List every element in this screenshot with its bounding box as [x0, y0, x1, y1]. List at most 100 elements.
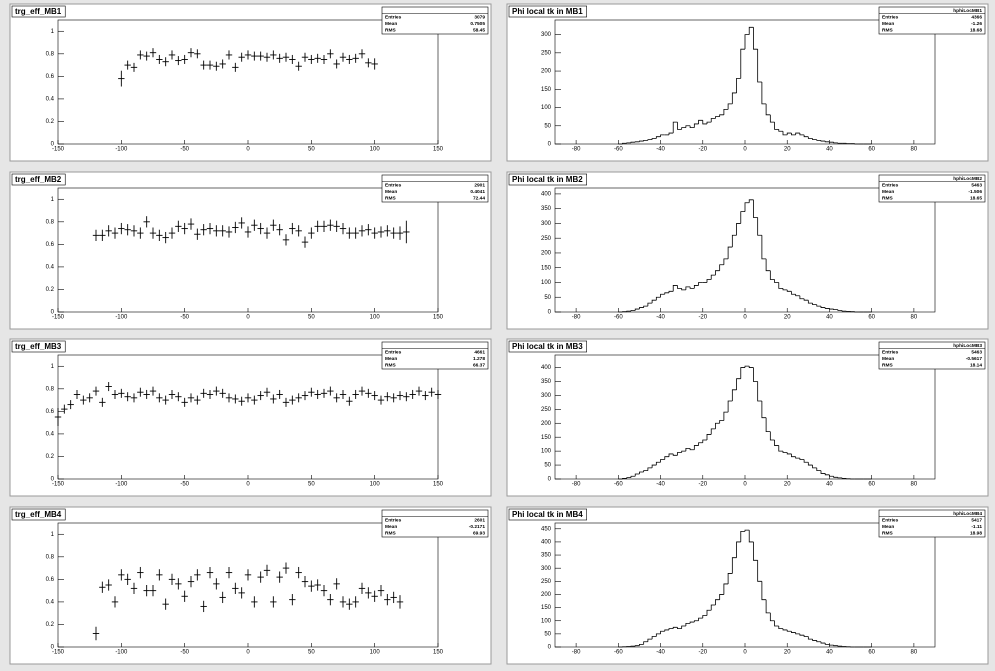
x-tick-label: 40 — [826, 315, 833, 321]
y-tick-label: 1 — [51, 364, 55, 370]
histogram-bin — [651, 299, 657, 304]
histogram-bin — [736, 541, 741, 558]
histogram-bin — [829, 308, 834, 310]
histogram-bin — [748, 26, 754, 35]
histogram-bin — [778, 625, 783, 630]
x-tick-label: 40 — [826, 650, 833, 656]
x-tick-label: -50 — [180, 147, 189, 153]
histogram-bin — [753, 199, 758, 218]
histogram-bin — [820, 306, 826, 308]
histogram-bin — [753, 541, 758, 561]
stats-box — [381, 341, 489, 370]
plot-frame — [57, 522, 439, 648]
x-tick-label: 0 — [246, 315, 250, 321]
y-tick-label: 0.4 — [46, 96, 55, 102]
chart-title: trg_eff_MB3 — [15, 342, 62, 351]
y-tick-label: 0 — [51, 477, 55, 483]
histogram-bin — [803, 635, 809, 637]
x-tick-label: -20 — [698, 147, 707, 153]
stats-label: Mean — [882, 21, 894, 27]
title-box — [508, 340, 587, 353]
stats-value: 72.44 — [473, 196, 485, 202]
histogram-bin — [698, 442, 703, 446]
stats-value: -1.26 — [971, 21, 982, 27]
histogram-bin — [786, 132, 792, 135]
histogram-bin — [702, 615, 707, 619]
histogram-bin — [757, 49, 762, 83]
histogram-bin — [715, 422, 720, 429]
histogram-bin — [639, 471, 644, 474]
histogram-bin — [647, 467, 653, 471]
histogram-bin — [736, 77, 741, 93]
histogram-bin — [681, 127, 686, 130]
histogram-bin — [740, 531, 745, 542]
histogram-bin — [634, 645, 640, 647]
histogram-bin — [622, 478, 627, 479]
chart-title: Phi local tk in MB3 — [512, 342, 583, 351]
histogram-bin — [765, 599, 771, 614]
histogram-bin — [723, 411, 729, 421]
x-tick-label: 50 — [308, 147, 315, 153]
histogram-bin — [668, 290, 674, 293]
plot-frame — [57, 187, 439, 313]
x-tick-label: -40 — [656, 315, 665, 321]
y-tick-label: 0.6 — [46, 409, 55, 415]
stats-label: RMS — [385, 28, 396, 34]
histogram-bin — [706, 279, 712, 283]
y-tick-label: 250 — [541, 236, 552, 242]
stats-label: Mean — [385, 189, 397, 195]
histogram-bin — [833, 645, 838, 647]
histogram-bin — [748, 366, 754, 368]
stats-value: 66.37 — [473, 363, 485, 369]
histogram-bin — [672, 285, 678, 292]
histogram-bin — [765, 103, 771, 116]
y-tick-label: 0 — [51, 142, 55, 148]
histogram-bin — [786, 629, 792, 632]
histogram-bin — [664, 456, 669, 460]
histogram-bin — [795, 632, 800, 635]
y-tick-label: 0.2 — [46, 287, 55, 293]
y-tick-label: 0.8 — [46, 219, 55, 225]
histogram-bin — [647, 302, 653, 307]
histogram-bin — [685, 125, 691, 128]
histogram-bin — [727, 400, 733, 413]
histogram-bin — [626, 310, 631, 312]
x-tick-label: -150 — [52, 482, 65, 488]
stats-box — [878, 509, 986, 538]
y-tick-label: 300 — [541, 393, 552, 399]
y-tick-label: 0 — [51, 310, 55, 316]
histogram-bin — [765, 417, 771, 433]
stats-label: RMS — [882, 531, 893, 537]
y-tick-label: 150 — [541, 87, 552, 93]
x-tick-label: -60 — [614, 315, 623, 321]
histogram-bin — [761, 235, 767, 260]
histogram-bin — [786, 289, 792, 292]
x-tick-label: 80 — [911, 147, 918, 153]
histogram-bin — [647, 139, 653, 141]
y-tick-label: 0 — [548, 310, 552, 316]
histogram-bin — [681, 625, 686, 629]
chart-title: trg_eff_MB1 — [15, 7, 62, 16]
histogram-bin — [812, 465, 817, 469]
y-tick-label: 350 — [541, 206, 552, 212]
histogram-bin — [744, 34, 750, 50]
histogram-bin — [715, 599, 720, 605]
histogram-bin — [812, 639, 817, 641]
histogram-bin — [660, 134, 665, 137]
histogram-bin — [803, 134, 809, 138]
histogram-bin — [693, 445, 699, 450]
y-tick-label: 0.2 — [46, 622, 55, 628]
y-tick-label: 0 — [51, 645, 55, 651]
histogram-bin — [769, 612, 775, 622]
stats-box — [878, 174, 986, 203]
x-tick-label: 150 — [433, 650, 444, 656]
histogram-bin — [736, 223, 741, 236]
histogram-bin — [795, 294, 800, 297]
histogram-bin — [774, 122, 779, 130]
stats-label: Entries — [385, 350, 402, 356]
y-tick-label: 250 — [541, 579, 552, 585]
histogram-bin — [727, 246, 733, 259]
histogram-bin — [791, 133, 796, 136]
y-tick-label: 100 — [541, 618, 552, 624]
histogram-bin — [807, 136, 813, 139]
